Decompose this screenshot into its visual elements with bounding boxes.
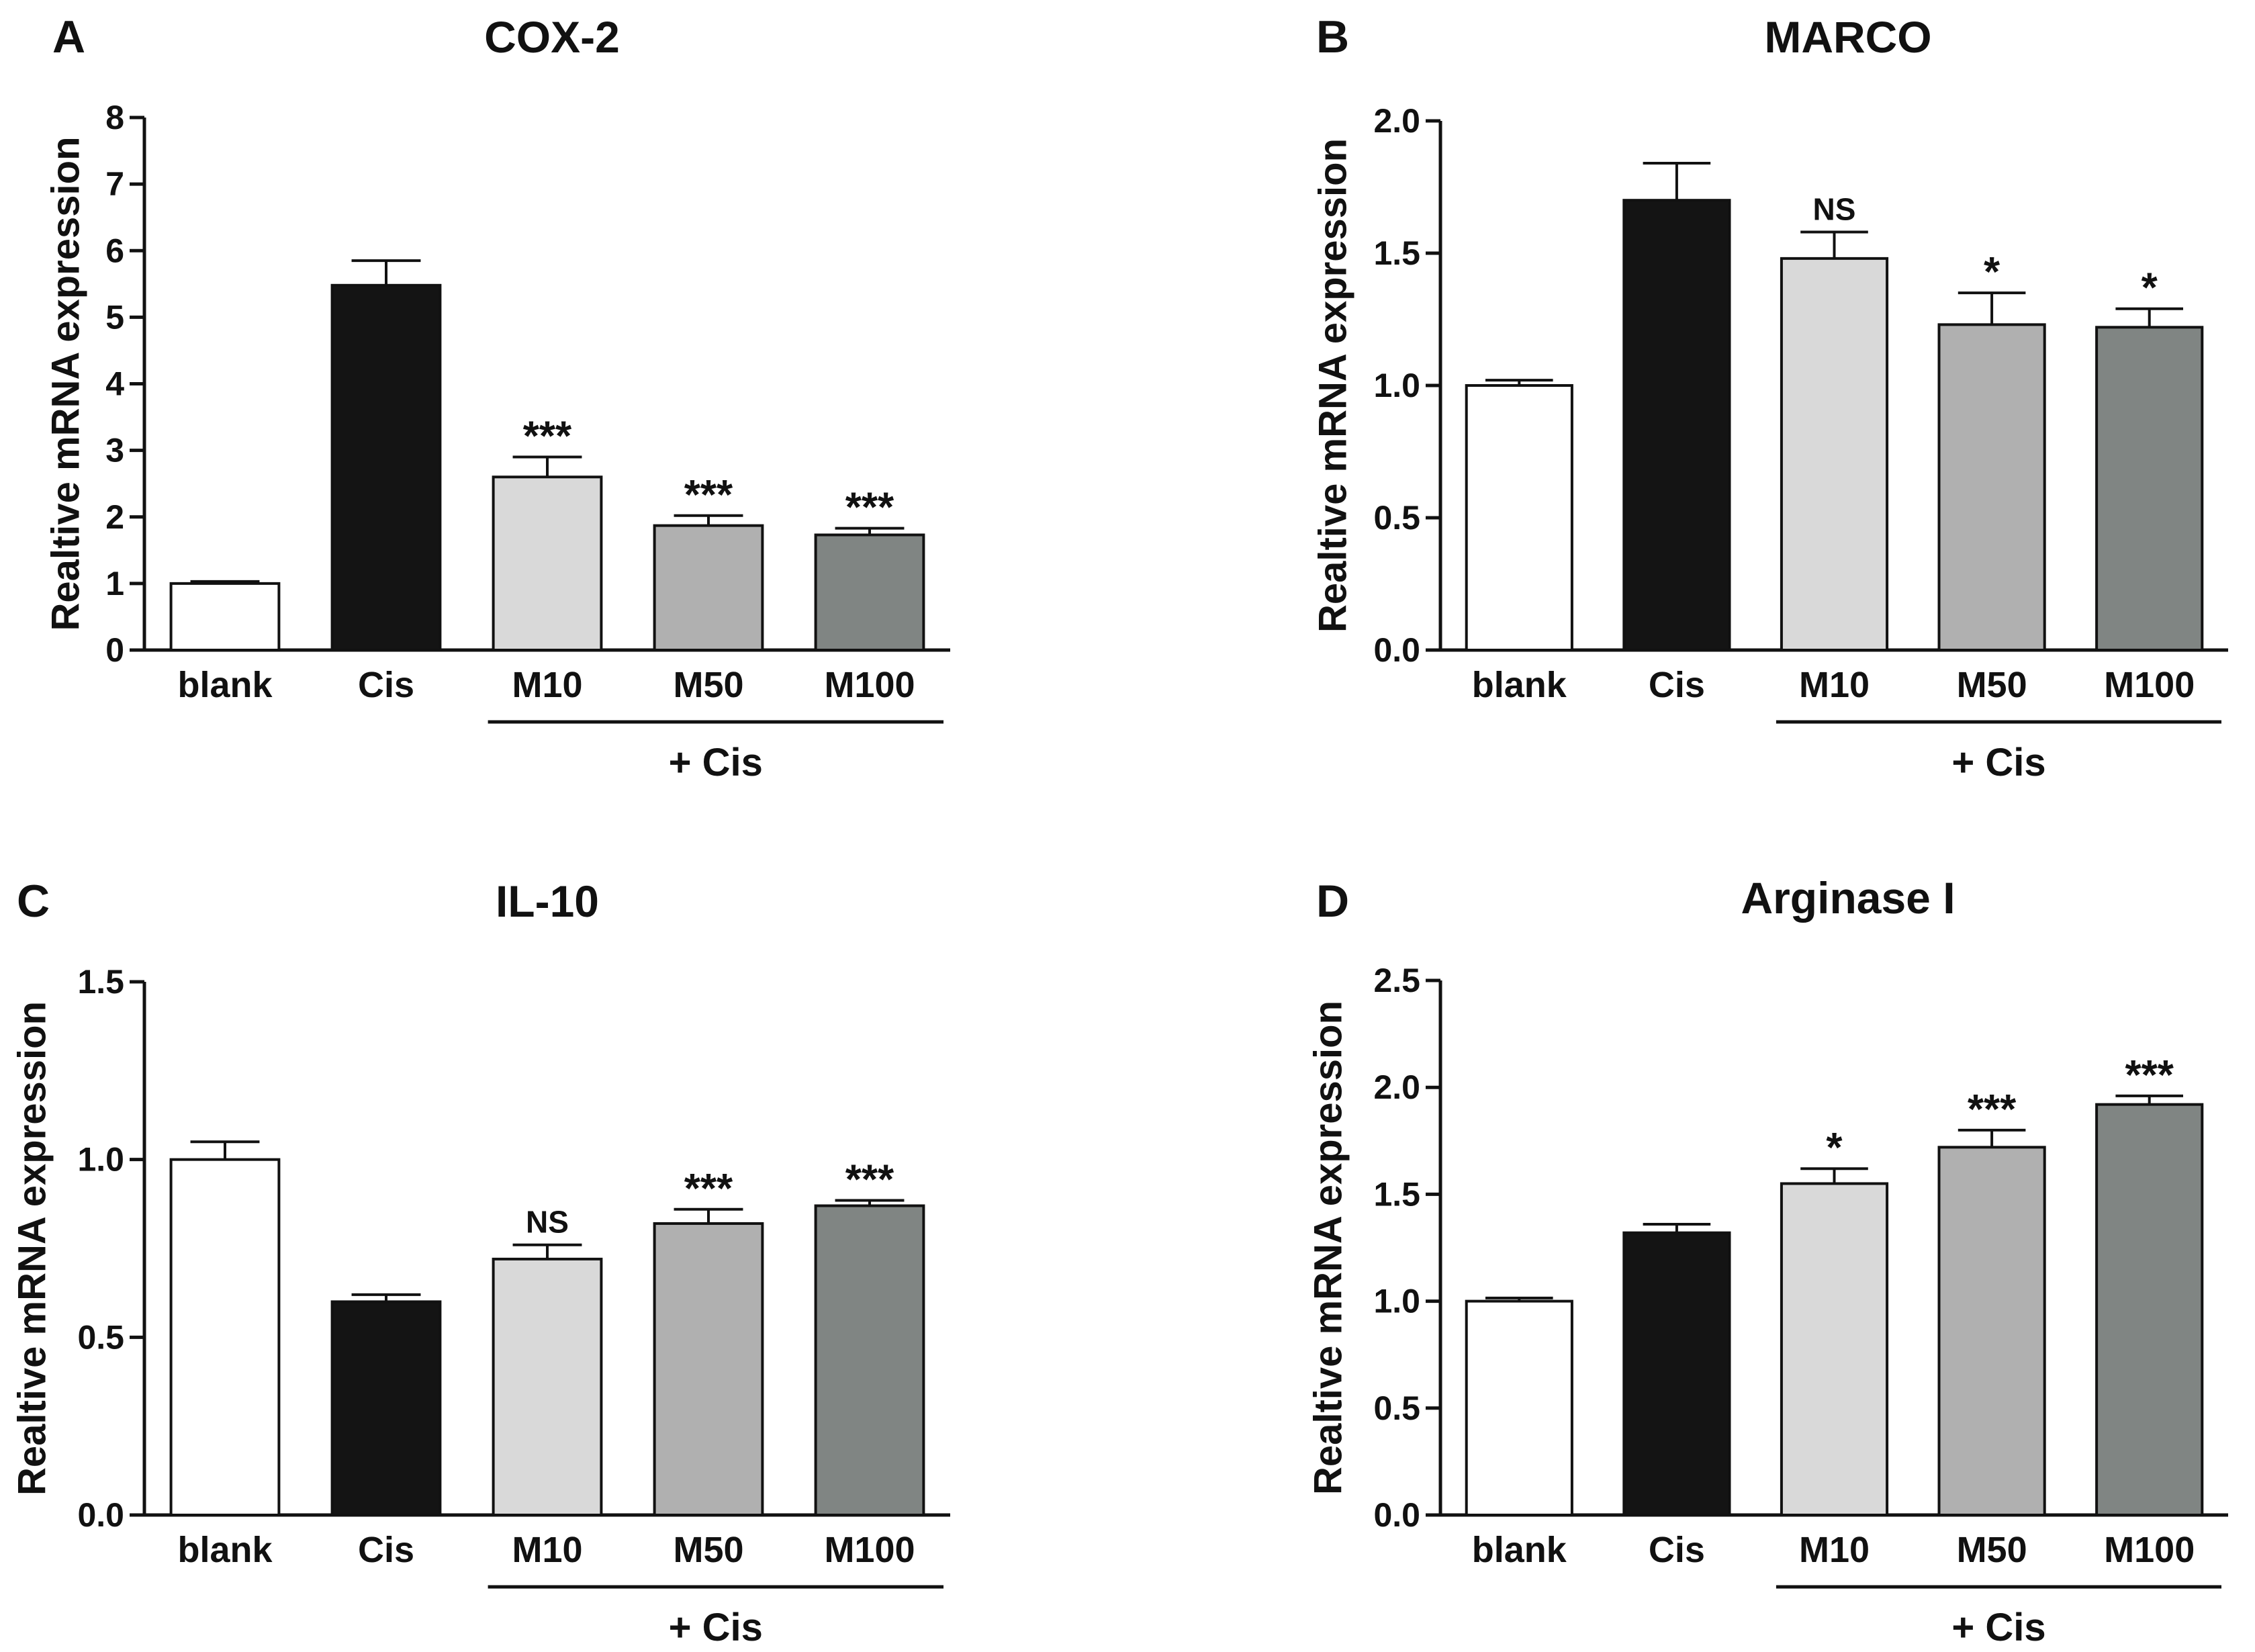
bar-m100 <box>814 533 925 651</box>
significance-label: *** <box>523 414 572 460</box>
bar-m100 <box>2095 326 2204 651</box>
panel-letter: B <box>1316 11 1349 62</box>
panel-title: COX-2 <box>484 12 620 62</box>
significance-label: *** <box>845 1157 894 1203</box>
x-tick-label: M10 <box>1799 1530 1870 1570</box>
bar-cis <box>330 1300 442 1517</box>
x-tick-label: M10 <box>1799 665 1870 705</box>
y-axis-label: Realtive mRNA expression <box>1307 1001 1350 1495</box>
x-tick-label: M100 <box>2104 1530 2195 1570</box>
bar-m10 <box>492 475 603 652</box>
y-tick-label: 1.5 <box>1373 234 1420 272</box>
x-tick-label: M50 <box>673 1530 743 1570</box>
y-tick-label: 6 <box>105 232 124 269</box>
significance-label: * <box>2142 265 2158 312</box>
significance-label: *** <box>845 485 894 531</box>
group-label: + Cis <box>1951 1606 2045 1649</box>
y-tick-label: 1.0 <box>1373 367 1420 404</box>
y-tick-label: 2.0 <box>1373 102 1420 140</box>
y-tick-label: 2.0 <box>1373 1068 1420 1106</box>
y-tick-label: 2 <box>105 498 124 536</box>
y-tick-label: 1.0 <box>77 1141 124 1179</box>
x-tick-label: Cis <box>358 1530 414 1570</box>
x-tick-label: M100 <box>824 1530 915 1570</box>
bar-m100 <box>814 1204 925 1516</box>
bar-cis <box>330 283 442 652</box>
bar-m100 <box>2095 1103 2204 1516</box>
panel-title: Arginase I <box>1741 873 1955 923</box>
y-tick-label: 2.5 <box>1373 962 1420 999</box>
significance-label: * <box>1826 1125 1843 1171</box>
x-tick-label: M50 <box>1957 665 2027 705</box>
significance-label: *** <box>684 472 733 518</box>
y-tick-label: 4 <box>105 365 124 403</box>
significance-label: *** <box>684 1166 733 1212</box>
panel-title: IL-10 <box>496 876 599 926</box>
bar-m10 <box>1780 1182 1889 1516</box>
y-tick-label: 0.5 <box>77 1318 124 1356</box>
x-tick-label: Cis <box>358 665 414 705</box>
chart-panel-b: B MARCO Realtive mRNA expression 0.0 0.5 1.0 1… <box>1311 11 2228 784</box>
y-tick-label: 0.5 <box>1373 499 1420 537</box>
panel-title: MARCO <box>1764 12 1931 62</box>
x-tick-label: blank <box>177 665 273 705</box>
y-axis-label: Realtive mRNA expression <box>1311 138 1355 633</box>
x-tick-label: M100 <box>824 665 915 705</box>
bar-m50 <box>653 1222 764 1516</box>
x-tick-label: blank <box>177 1530 273 1570</box>
significance-label: *** <box>2125 1052 2174 1099</box>
chart-panel-a: A COX-2 Realtive mRNA expression 0 1 2 3 4 5 6 7 8 b… <box>44 11 950 784</box>
x-tick-label: Cis <box>1649 665 1705 705</box>
significance-label: *** <box>1968 1087 2017 1133</box>
y-tick-label: 1.5 <box>1373 1175 1420 1213</box>
y-tick-label: 0 <box>105 631 124 669</box>
bar-blank <box>1465 384 1573 651</box>
y-tick-label: 8 <box>105 99 124 136</box>
x-tick-label: M10 <box>512 665 582 705</box>
y-tick-label: 0.0 <box>1373 631 1420 669</box>
group-label: + Cis <box>669 1606 763 1649</box>
y-tick-label: 1.5 <box>77 963 124 1001</box>
bar-m10 <box>1780 257 1889 651</box>
bar-blank <box>169 582 281 651</box>
x-tick-label: blank <box>1472 1530 1567 1570</box>
chart-panel-d: D Arginase I Realtive mRNA expression 0.0 0.… <box>1307 873 2228 1649</box>
group-label: + Cis <box>669 741 763 784</box>
significance-label: * <box>1984 249 2000 295</box>
significance-label: NS <box>526 1205 569 1240</box>
y-tick-label: 3 <box>105 432 124 469</box>
significance-label: NS <box>1813 191 1856 226</box>
y-tick-label: 1 <box>105 565 124 602</box>
x-tick-label: Cis <box>1649 1530 1705 1570</box>
y-tick-label: 0.0 <box>77 1496 124 1534</box>
y-axis-label: Realtive mRNA expression <box>11 1001 54 1496</box>
y-tick-label: 1.0 <box>1373 1283 1420 1320</box>
bar-blank <box>1465 1299 1573 1516</box>
panel-letter: C <box>17 876 50 927</box>
bar-cis <box>1622 199 1731 651</box>
x-tick-label: M10 <box>512 1530 582 1570</box>
bar-cis <box>1622 1231 1731 1517</box>
x-tick-label: M50 <box>1957 1530 2027 1570</box>
panel-letter: A <box>52 11 85 62</box>
bar-m10 <box>492 1257 603 1516</box>
y-tick-label: 0.0 <box>1373 1496 1420 1534</box>
bar-m50 <box>1937 1146 2046 1517</box>
bar-m50 <box>1937 323 2046 651</box>
x-tick-label: blank <box>1472 665 1567 705</box>
bar-m50 <box>653 524 764 651</box>
y-tick-label: 5 <box>105 298 124 336</box>
panel-letter: D <box>1316 876 1349 927</box>
bar-blank <box>169 1158 281 1516</box>
y-tick-label: 7 <box>105 165 124 203</box>
y-tick-label: 0.5 <box>1373 1389 1420 1427</box>
chart-panel-c: C IL-10 Realtive mRNA expression 0.0 0.5 1.0 1… <box>11 876 950 1649</box>
group-label: + Cis <box>1951 741 2045 784</box>
y-axis-label: Realtive mRNA expression <box>44 136 88 631</box>
x-tick-label: M50 <box>673 665 743 705</box>
x-tick-label: M100 <box>2104 665 2195 705</box>
